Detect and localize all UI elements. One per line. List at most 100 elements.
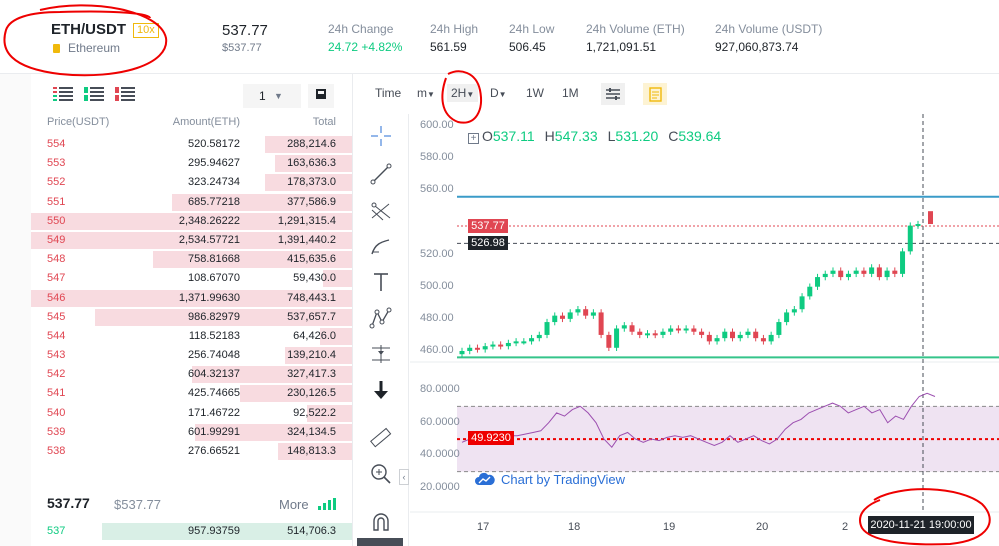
depth-bar: [95, 308, 352, 326]
ask-amount: 601.99291: [188, 425, 240, 438]
arrow-down-icon[interactable]: [369, 378, 393, 402]
ask-row[interactable]: 542 604.32137 327,417.3: [31, 365, 352, 384]
ask-row[interactable]: 554 520.58172 288,214.6: [31, 135, 352, 154]
coin-icon: [53, 44, 60, 53]
both-sides-view-icon[interactable]: [53, 87, 73, 101]
ask-row[interactable]: 550 2,348.26222 1,291,315.4: [31, 212, 352, 231]
ask-row[interactable]: 543 256.74048 139,210.4: [31, 346, 352, 365]
ask-row[interactable]: 549 2,534.57721 1,391,440.2: [31, 231, 352, 250]
time-axis-label: 19: [663, 521, 676, 533]
pair-name[interactable]: ETH/USDT: [51, 21, 126, 38]
rsi-line: [461, 392, 936, 448]
depth-bar: [265, 136, 352, 153]
stat-24h-low: 24h Low 506.45: [509, 22, 554, 54]
crosshair-icon[interactable]: [369, 124, 393, 148]
ask-total: 148,813.3: [287, 445, 336, 457]
price-axis-label: 500.00: [420, 279, 454, 292]
ask-price: 543: [47, 349, 66, 362]
crosshair-price-tag: 526.98: [468, 236, 508, 250]
ask-total: 288,214.6: [287, 138, 336, 150]
order-book: 1 ▼ Price(USDT) Amount(ETH) Total 554 520.…: [31, 74, 352, 546]
asks-only-view-icon[interactable]: [115, 87, 135, 101]
asset-name[interactable]: Ethereum: [53, 41, 120, 55]
candle-body: [513, 341, 519, 344]
ask-row[interactable]: 551 685.77218 377,586.9: [31, 193, 352, 212]
candle-body: [660, 331, 666, 335]
candle-body: [737, 334, 743, 339]
bids-only-view-icon[interactable]: [84, 87, 104, 101]
candle-body: [706, 334, 712, 342]
low-value: 531.20: [615, 128, 659, 144]
ask-row[interactable]: 547 108.67070 59,430.0: [31, 269, 352, 288]
ask-total: 537,657.7: [287, 310, 336, 323]
ask-price: 541: [47, 387, 66, 400]
brush-icon[interactable]: [369, 234, 393, 258]
ask-row[interactable]: 541 425.74665 230,126.5: [31, 384, 352, 403]
ask-amount: 256.74048: [188, 349, 240, 362]
more-link[interactable]: More: [279, 497, 309, 512]
depth-bar: [284, 347, 352, 365]
ruler-icon[interactable]: [369, 426, 393, 450]
notes-icon[interactable]: [643, 83, 667, 105]
open-value: 537.11: [492, 128, 535, 144]
tradingview-watermark[interactable]: Chart by TradingView: [475, 472, 625, 487]
ask-amount: 986.82979: [188, 310, 240, 323]
chevron-down-icon: ▼: [274, 91, 283, 101]
stat-label: 24h Low: [509, 22, 555, 36]
candle-body: [822, 273, 828, 278]
week-button[interactable]: 1W: [526, 86, 544, 100]
ask-row[interactable]: 544 118.52183 64,426.0: [31, 327, 352, 346]
depth-precision-select[interactable]: 1 ▼: [243, 84, 301, 108]
price-plot[interactable]: + O537.11 H547.33 L531.20 C539.64 600.00 580.…: [410, 114, 999, 546]
ask-amount: 1,371.99630: [178, 291, 240, 304]
candle-body: [722, 331, 728, 339]
stat-value: 561.59: [430, 40, 467, 54]
expand-more-button[interactable]: [357, 538, 403, 546]
collapse-toolbar-button[interactable]: ‹: [399, 469, 409, 485]
magnet-icon[interactable]: [369, 510, 393, 534]
interval-2h-dropdown[interactable]: 2H▼: [447, 84, 479, 102]
mid-price: 537.77: [47, 495, 90, 511]
zoom-in-icon[interactable]: [369, 462, 393, 486]
ask-row[interactable]: 540 171.46722 92,522.2: [31, 404, 352, 423]
candle-body: [505, 342, 511, 347]
candle-body: [730, 331, 736, 339]
day-interval-dropdown[interactable]: D▼: [490, 86, 507, 100]
collapse-legend-icon[interactable]: +: [468, 133, 479, 144]
ask-row[interactable]: 539 601.99291 324,134.5: [31, 423, 352, 442]
caret-down-icon: ▼: [427, 90, 435, 99]
close-label: C: [668, 128, 679, 144]
bid-row[interactable]: 537 957.93759 514,706.3: [31, 522, 352, 541]
ask-amount: 2,534.57721: [178, 233, 240, 246]
depth-bar: [278, 443, 352, 460]
signal-bars-icon[interactable]: [318, 498, 336, 510]
ask-amount: 276.66521: [188, 445, 240, 457]
rsi-value-tag: 49.9230: [468, 431, 514, 445]
last-price-tag: 537.77: [468, 219, 508, 233]
ask-row[interactable]: 552 323.24734 178,373.0: [31, 173, 352, 192]
pattern-tool-icon[interactable]: [369, 306, 393, 330]
pitchfork-icon[interactable]: [369, 198, 393, 222]
candle-body: [915, 224, 921, 227]
ask-price: 539: [47, 425, 66, 438]
ask-row[interactable]: 546 1,371.99630 748,443.1: [31, 289, 352, 308]
ask-row[interactable]: 545 986.82979 537,657.7: [31, 308, 352, 327]
ask-row[interactable]: 548 758.81668 415,635.6: [31, 250, 352, 269]
ask-row[interactable]: 553 295.94627 163,636.3: [31, 154, 352, 173]
depth-bar: [307, 404, 352, 422]
candle-body: [590, 312, 596, 316]
minute-interval-dropdown[interactable]: m▼: [417, 86, 435, 100]
price-axis-label: 560.00: [420, 183, 454, 196]
ask-row[interactable]: 538 276.66521 148,813.3: [31, 442, 352, 461]
trend-line-icon[interactable]: [369, 162, 393, 186]
text-tool-icon[interactable]: [369, 270, 393, 294]
display-toggle-button[interactable]: [308, 84, 334, 108]
candle-body: [815, 277, 821, 287]
indicators-settings-icon[interactable]: [601, 83, 625, 105]
measure-range-icon[interactable]: [369, 342, 393, 366]
candle-body: [892, 270, 898, 274]
time-button[interactable]: Time: [375, 86, 402, 100]
ask-price: 545: [47, 310, 66, 323]
left-edge-strip: [0, 74, 31, 546]
month-button[interactable]: 1M: [562, 86, 579, 100]
